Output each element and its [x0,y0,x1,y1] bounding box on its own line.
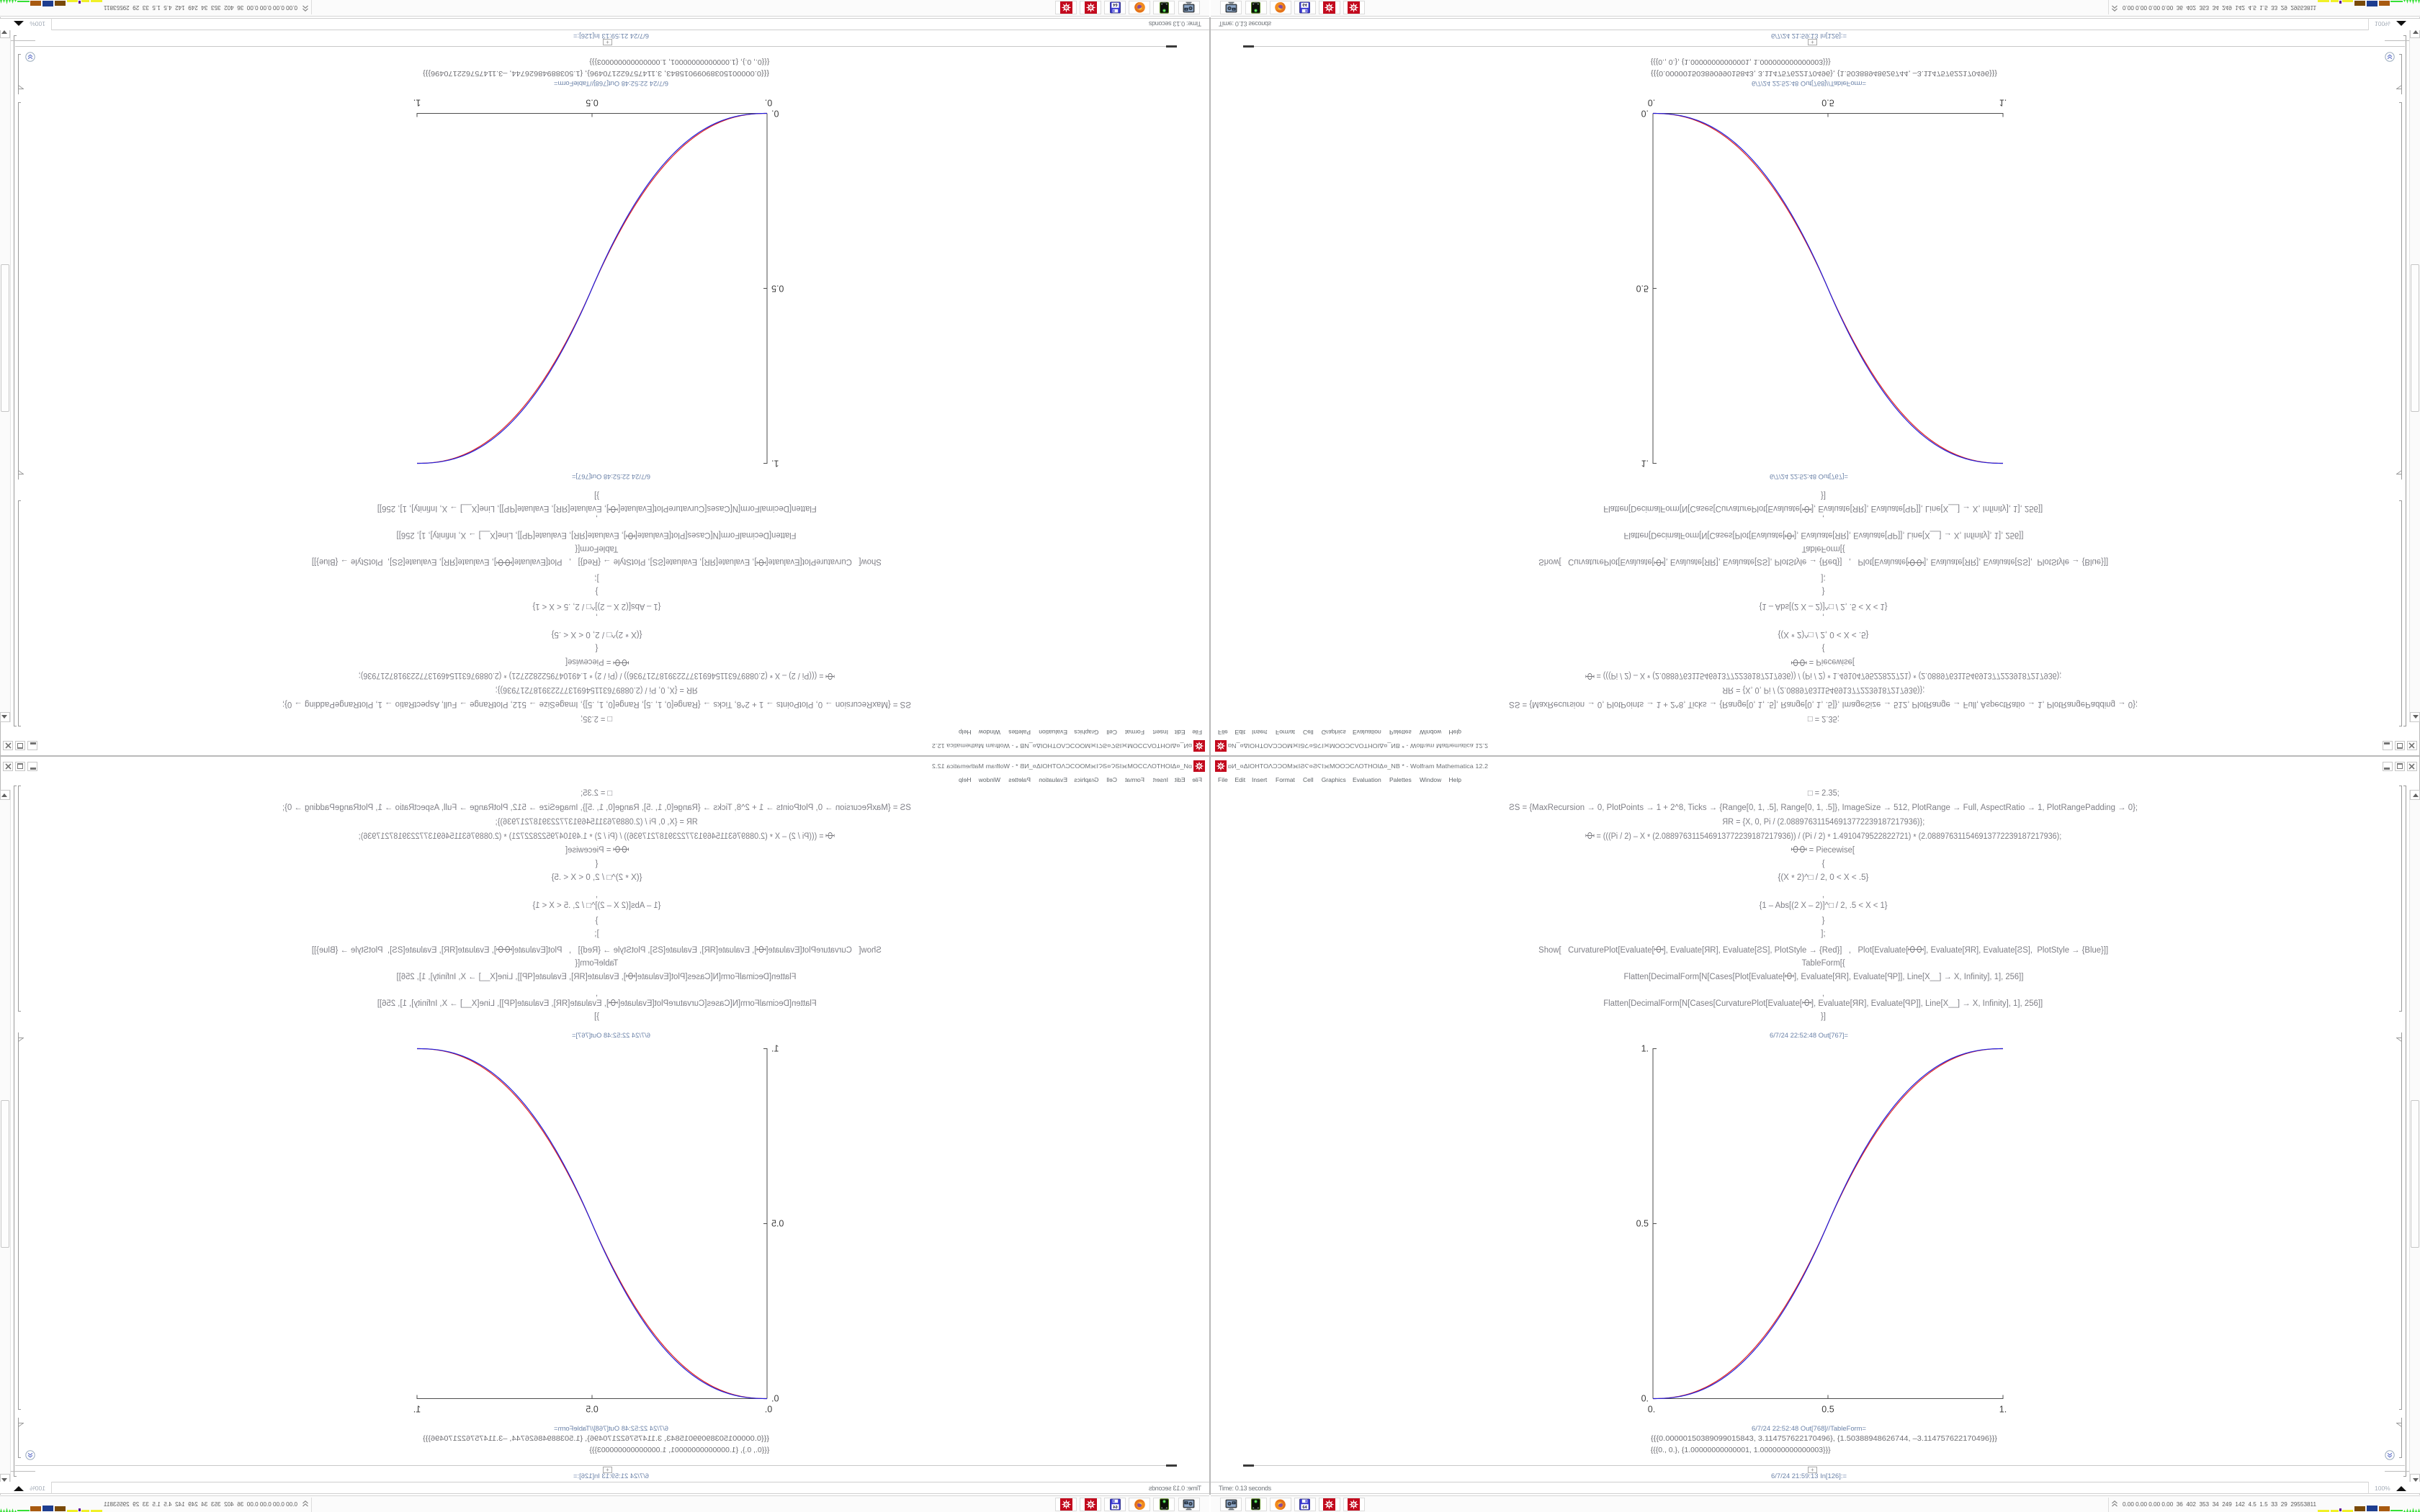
svg-text:1.: 1. [1999,98,2007,108]
svg-text:64: 64 [1112,3,1117,7]
svg-text:0.: 0. [1648,98,1655,108]
svg-text:0.5: 0.5 [1636,1219,1649,1229]
svg-text:0.5: 0.5 [586,98,598,108]
svg-text:0.5: 0.5 [771,1219,784,1229]
svg-text:0.: 0. [1641,109,1649,119]
svg-text:0.5: 0.5 [1821,98,1834,108]
svg-text:1.: 1. [413,1405,421,1415]
svg-text:64: 64 [1112,1505,1117,1509]
svg-text:1.: 1. [413,98,421,108]
svg-text:0.5: 0.5 [1636,284,1649,294]
svg-text:0.: 0. [771,1394,779,1404]
svg-text:0.5: 0.5 [771,284,784,294]
svg-text:0.: 0. [1648,1405,1655,1415]
svg-text:0.: 0. [1641,1394,1649,1404]
svg-text:0.: 0. [765,98,772,108]
svg-text:1.: 1. [1641,1044,1649,1054]
svg-text:64: 64 [1303,1505,1308,1509]
svg-text:1.: 1. [771,1044,779,1054]
svg-text:64: 64 [1303,3,1308,7]
svg-text:0.5: 0.5 [1821,1405,1834,1415]
svg-text:0.: 0. [771,109,779,119]
svg-text:1.: 1. [771,459,779,469]
svg-text:1.: 1. [1641,459,1649,469]
svg-text:0.: 0. [765,1405,772,1415]
svg-text:1.: 1. [1999,1405,2007,1415]
svg-text:0.5: 0.5 [586,1405,598,1415]
